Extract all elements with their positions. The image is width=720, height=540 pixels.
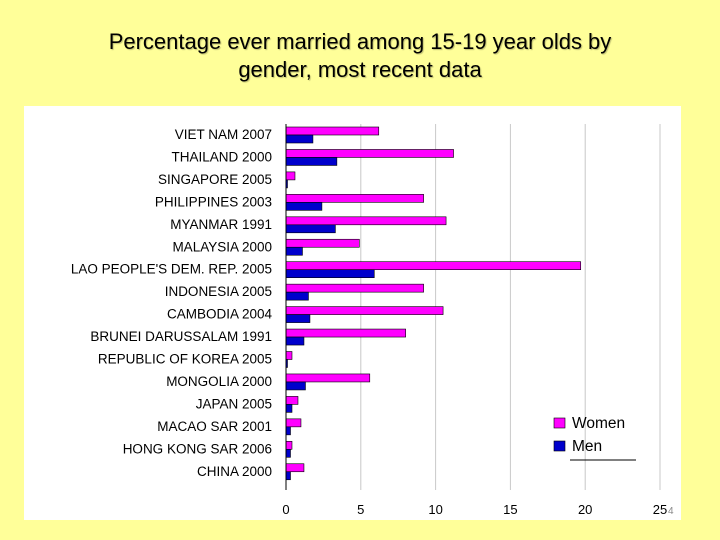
bar-women bbox=[285, 351, 293, 360]
bar-women bbox=[285, 126, 380, 136]
legend-swatch-women bbox=[553, 417, 566, 429]
category-label: MALAYSIA 2000 bbox=[172, 239, 272, 254]
category-label: LAO PEOPLE'S DEM. REP. 2005 bbox=[71, 262, 272, 277]
x-tick-label: 10 bbox=[428, 502, 442, 517]
bar-men bbox=[285, 448, 291, 458]
bar-men bbox=[285, 202, 323, 211]
category-label: VIET NAM 2007 bbox=[175, 127, 272, 142]
bar-women bbox=[285, 328, 406, 338]
x-tick-label: 20 bbox=[578, 502, 592, 517]
category-label: JAPAN 2005 bbox=[196, 396, 272, 411]
x-tick-labels: 0 5 10 15 20 25 bbox=[282, 502, 667, 517]
bar-men bbox=[285, 381, 306, 391]
category-label: CHINA 2000 bbox=[197, 464, 272, 479]
bar-women bbox=[285, 283, 424, 293]
bar-men bbox=[285, 224, 336, 234]
legend: Women Men bbox=[553, 415, 636, 461]
legend-swatch-men bbox=[553, 440, 566, 452]
bar-women bbox=[285, 306, 444, 315]
bar-women bbox=[285, 396, 299, 405]
bar-women bbox=[285, 418, 302, 428]
bar-men bbox=[285, 426, 291, 436]
bar-men bbox=[285, 134, 314, 144]
bar-men bbox=[285, 314, 311, 323]
category-label: MACAO SAR 2001 bbox=[157, 419, 272, 434]
bar-women bbox=[285, 216, 447, 226]
page-title: Percentage ever married among 15-19 year… bbox=[0, 28, 720, 84]
bar-women bbox=[285, 373, 371, 383]
bar-men bbox=[285, 336, 305, 346]
x-tick-label: 25 bbox=[653, 502, 667, 517]
bar-men bbox=[285, 291, 309, 301]
bar-women bbox=[285, 463, 305, 473]
bar-men bbox=[285, 404, 293, 413]
category-label: HONG KONG SAR 2006 bbox=[123, 441, 272, 456]
bar-women bbox=[285, 261, 582, 270]
bar-women bbox=[285, 440, 293, 450]
bar-men bbox=[285, 157, 338, 166]
legend-label: Men bbox=[572, 438, 602, 455]
bar-women bbox=[285, 149, 454, 158]
bar-chart: VIET NAM 2007 THAILAND 2000 SINGAPORE 2005… bbox=[71, 124, 667, 517]
bar-women bbox=[285, 171, 296, 181]
title-line-2: gender, most recent data bbox=[238, 57, 482, 82]
category-label: MONGOLIA 2000 bbox=[166, 374, 272, 389]
legend-label: Women bbox=[572, 415, 625, 432]
category-label: INDONESIA 2005 bbox=[165, 284, 272, 299]
page-number: 4 bbox=[668, 506, 674, 517]
chart-panel: VIET NAM 2007 THAILAND 2000 SINGAPORE 2005… bbox=[24, 106, 681, 520]
category-label: CAMBODIA 2004 bbox=[167, 307, 273, 322]
bar-men bbox=[285, 246, 303, 256]
x-tick-label: 5 bbox=[357, 502, 364, 517]
title-line-1: Percentage ever married among 15-19 year… bbox=[108, 29, 612, 54]
category-label: PHILIPPINES 2003 bbox=[155, 194, 272, 209]
category-labels: VIET NAM 2007 THAILAND 2000 SINGAPORE 2005… bbox=[71, 127, 273, 479]
category-label: REPUBLIC OF KOREA 2005 bbox=[98, 352, 272, 367]
category-label: SINGAPORE 2005 bbox=[158, 172, 272, 187]
category-label: MYANMAR 1991 bbox=[170, 217, 272, 232]
x-tick-label: 15 bbox=[503, 502, 517, 517]
bar-men bbox=[285, 471, 291, 481]
category-label: BRUNEI DARUSSALAM 1991 bbox=[90, 329, 272, 344]
gridlines bbox=[360, 124, 661, 490]
bar-men bbox=[285, 269, 375, 278]
x-tick-label: 0 bbox=[282, 502, 289, 517]
bar-women bbox=[285, 238, 360, 248]
category-label: THAILAND 2000 bbox=[171, 149, 272, 164]
bars bbox=[285, 126, 582, 481]
bar-women bbox=[285, 194, 424, 203]
